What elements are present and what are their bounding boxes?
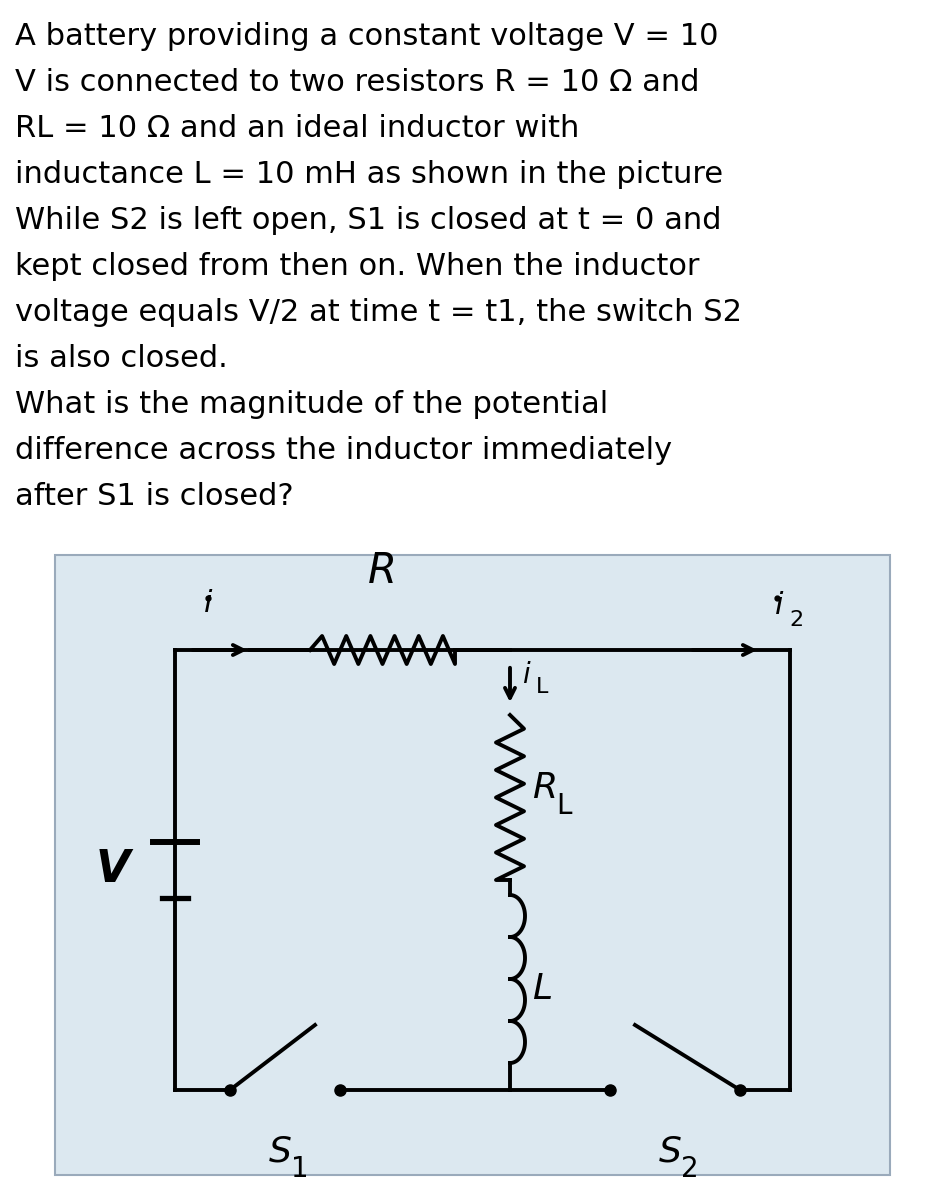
Text: difference across the inductor immediately: difference across the inductor immediate… <box>15 436 672 464</box>
Text: i: i <box>204 589 212 618</box>
Text: R: R <box>532 770 557 804</box>
Text: L: L <box>536 677 548 697</box>
Text: V: V <box>96 848 131 892</box>
Text: RL = 10 Ω and an ideal inductor with: RL = 10 Ω and an ideal inductor with <box>15 114 579 143</box>
Text: L: L <box>556 792 572 820</box>
Text: What is the magnitude of the potential: What is the magnitude of the potential <box>15 390 608 419</box>
Text: inductance L = 10 mH as shown in the picture: inductance L = 10 mH as shown in the pic… <box>15 160 723 188</box>
Text: is also closed.: is also closed. <box>15 344 227 373</box>
Text: 2: 2 <box>682 1154 698 1183</box>
Text: V is connected to two resistors R = 10 Ω and: V is connected to two resistors R = 10 Ω… <box>15 68 699 97</box>
Text: 1: 1 <box>291 1154 309 1183</box>
Text: S: S <box>659 1135 682 1169</box>
Text: S: S <box>269 1135 291 1169</box>
Text: kept closed from then on. When the inductor: kept closed from then on. When the induc… <box>15 252 699 281</box>
Text: R: R <box>368 550 397 592</box>
Text: i: i <box>775 590 784 620</box>
Text: A battery providing a constant voltage V = 10: A battery providing a constant voltage V… <box>15 22 718 50</box>
Text: L: L <box>532 972 552 1006</box>
Text: voltage equals V/2 at time t = t1, the switch S2: voltage equals V/2 at time t = t1, the s… <box>15 298 742 326</box>
Text: While S2 is left open, S1 is closed at t = 0 and: While S2 is left open, S1 is closed at t… <box>15 206 722 235</box>
Text: after S1 is closed?: after S1 is closed? <box>15 482 293 511</box>
Bar <box>55 554 890 1175</box>
Text: 2: 2 <box>789 610 803 630</box>
Text: i: i <box>522 661 530 689</box>
